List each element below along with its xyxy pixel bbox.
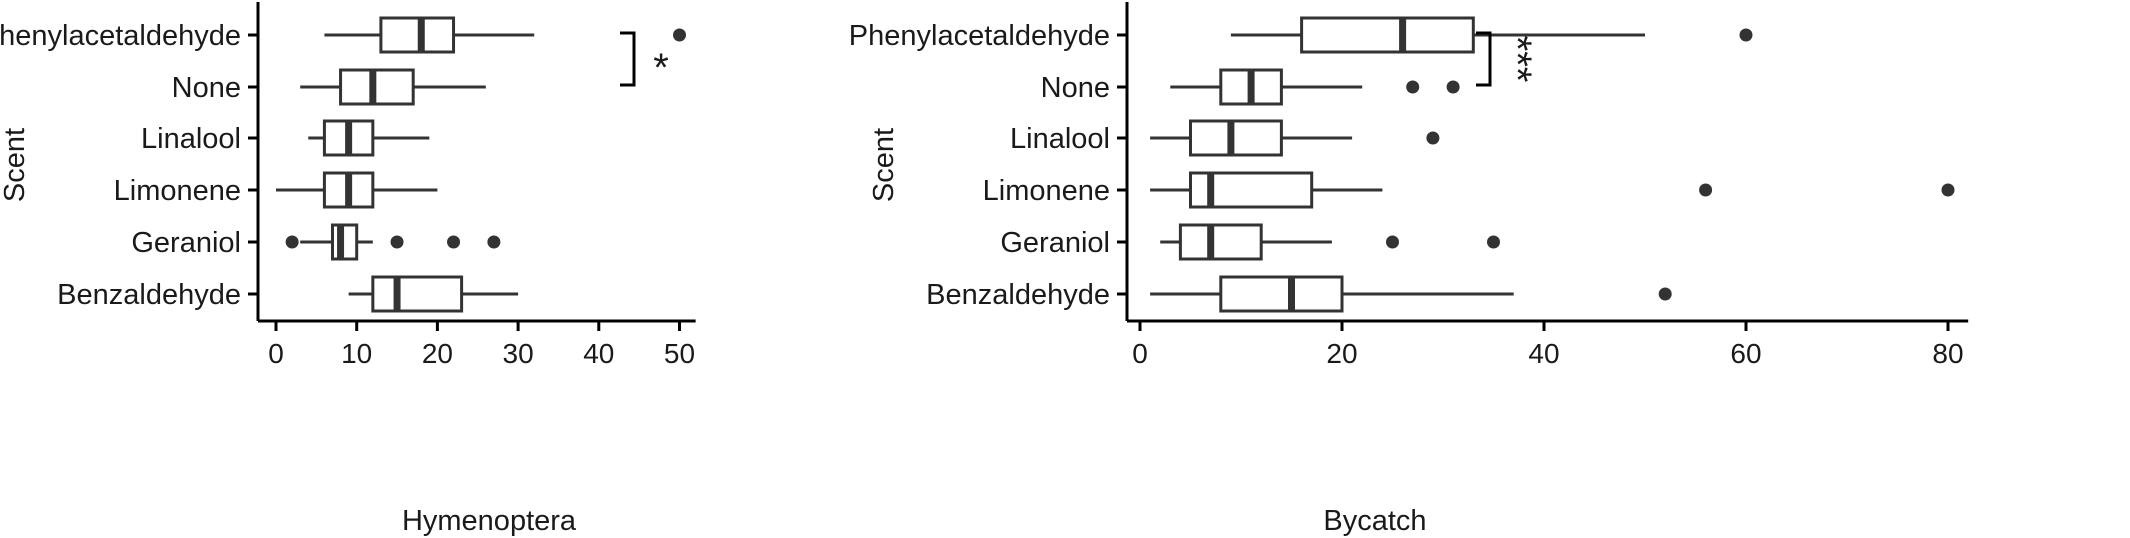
outlier-point: [1406, 80, 1420, 94]
outlier-point: [1446, 80, 1460, 94]
significance-label: *: [653, 46, 669, 90]
outlier-point: [1386, 235, 1399, 249]
category-label: Limonene: [983, 175, 1110, 207]
outlier-point: [390, 235, 404, 249]
x-tick-label: 10: [341, 338, 372, 369]
outlier-point: [673, 28, 686, 42]
outlier-point: [1941, 183, 1955, 197]
x-tick-label: 50: [664, 338, 695, 369]
box: [1219, 275, 1344, 313]
box: [371, 275, 464, 313]
panel-1-y-axis-title: Scent: [0, 128, 31, 202]
outlier-point: [447, 235, 461, 249]
box: [1178, 223, 1263, 261]
x-tick-label: 0: [1132, 338, 1148, 369]
x-tick-label: 80: [1932, 338, 1963, 369]
panel-2-y-axis-title: Scent: [868, 128, 900, 202]
x-tick-label: 60: [1730, 338, 1761, 369]
x-tick-label: 20: [1326, 338, 1357, 369]
hymenoptera-panel: Hymenoptera Scent 0 10 20 30 40 50 Phenylaceta…: [0, 2, 696, 537]
category-label: Benzaldehyde: [57, 279, 241, 311]
category-label: Linalool: [141, 123, 241, 155]
box: [379, 16, 456, 54]
bycatch-panel: Bycatch Scent 0 20 40 60 80 Phenylacetaldehyd…: [849, 2, 1969, 537]
outlier-point: [1658, 287, 1672, 301]
category-label: Phenylacetaldehyde: [849, 20, 1110, 52]
significance-bracket: [620, 31, 636, 87]
category-label: Benzaldehyde: [926, 279, 1110, 311]
category-label: Geraniol: [131, 227, 241, 259]
panel-2-x-axis-title: Bycatch: [1323, 505, 1426, 537]
x-tick-label: 40: [583, 338, 614, 369]
category-label: None: [1041, 72, 1110, 104]
significance-label: ***: [1495, 36, 1539, 83]
category-label: Limonene: [114, 175, 241, 207]
category-label: Geraniol: [1000, 227, 1110, 259]
category-label: Linalool: [1010, 123, 1110, 155]
category-label: Phenylacetaldehyde: [0, 20, 241, 52]
outlier-point: [487, 235, 501, 249]
x-tick-label: 20: [422, 338, 453, 369]
outlier-point: [1487, 235, 1500, 249]
category-label: None: [172, 72, 241, 104]
outlier-point: [1699, 183, 1713, 197]
x-tick-label: 0: [268, 338, 284, 369]
box: [330, 223, 359, 261]
panel-1-x-axis-title: Hymenoptera: [402, 505, 577, 537]
x-tick-label: 40: [1528, 338, 1559, 369]
box: [1300, 16, 1475, 54]
box: [1189, 119, 1283, 157]
x-tick-label: 30: [503, 338, 534, 369]
outlier-point: [285, 235, 299, 249]
significance-bracket: [1476, 31, 1492, 87]
outlier-point: [1426, 131, 1440, 145]
box: [339, 68, 415, 106]
outlier-point: [1739, 28, 1753, 42]
